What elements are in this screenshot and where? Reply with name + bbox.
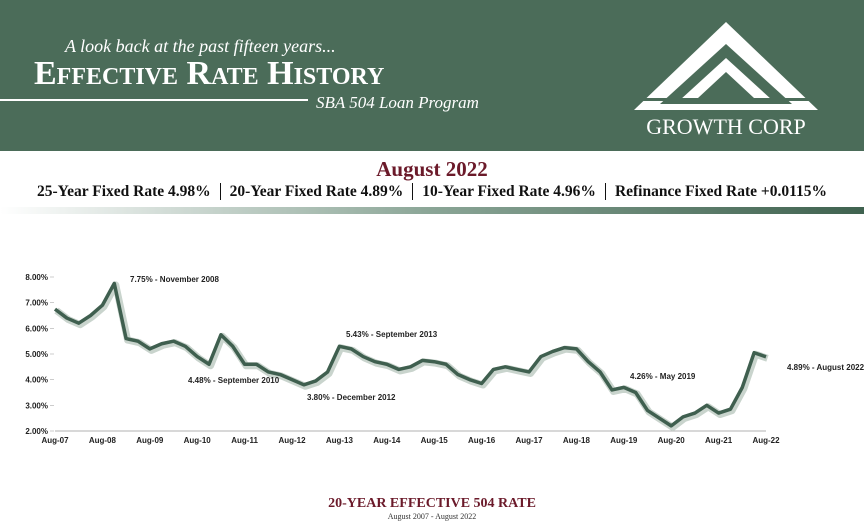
- rate: Refinance Fixed Rate +0.0115%: [604, 183, 836, 200]
- x-tick-label: Aug-13: [326, 436, 354, 445]
- y-tick-label: 5.00%: [25, 350, 48, 359]
- y-tick-label: 2.00%: [25, 427, 48, 436]
- y-tick-label: 8.00%: [25, 273, 48, 282]
- subtitle: SBA 504 Loan Program: [316, 93, 479, 112]
- x-tick-label: Aug-22: [752, 436, 780, 445]
- x-tick-label: Aug-10: [184, 436, 212, 445]
- date: August 2022: [376, 157, 487, 181]
- x-tick-label: Aug-21: [705, 436, 733, 445]
- chart-subtitle: August 2007 - August 2022: [388, 512, 476, 521]
- annotation: 4.26% - May 2019: [630, 372, 696, 381]
- divider: [0, 207, 864, 214]
- y-tick-label: 7.00%: [25, 299, 48, 308]
- x-tick-label: Aug-19: [610, 436, 638, 445]
- rates: 25-Year Fixed Rate 4.98% 20-Year Fixed Ra…: [0, 183, 864, 200]
- x-tick-label: Aug-14: [373, 436, 401, 445]
- annotation: 4.48% - September 2010: [188, 376, 280, 385]
- x-tick-label: Aug-16: [468, 436, 496, 445]
- y-tick-label: 3.00%: [25, 401, 48, 410]
- tagline: A look back at the past fifteen years...: [64, 36, 336, 56]
- line-shadow: [54, 281, 769, 431]
- rate: 25-Year Fixed Rate 4.98%: [37, 183, 211, 200]
- y-tick-label: 6.00%: [25, 324, 48, 333]
- rate-line: [53, 281, 767, 428]
- logo: [632, 22, 820, 110]
- annotation: 5.43% - September 2013: [346, 330, 438, 339]
- x-tick-label: Aug-08: [89, 436, 117, 445]
- x-tick-label: Aug-11: [231, 436, 258, 445]
- title: Effective Rate History: [34, 55, 384, 92]
- x-tick-label: Aug-17: [515, 436, 543, 445]
- annotation: 3.80% - December 2012: [307, 393, 396, 402]
- x-tick-label: Aug-07: [41, 436, 69, 445]
- annotation: 7.75% - November 2008: [130, 275, 219, 284]
- x-tick-label: Aug-18: [563, 436, 591, 445]
- annotation: 4.89% - August 2022: [787, 363, 864, 372]
- x-tick-label: Aug-12: [278, 436, 306, 445]
- x-tick-label: Aug-20: [658, 436, 686, 445]
- rate: 20-Year Fixed Rate 4.89%: [219, 183, 413, 200]
- rate: 10-Year Fixed Rate 4.96%: [412, 183, 605, 200]
- y-tick-label: 4.00%: [25, 376, 48, 385]
- chart-title: 20-YEAR EFFECTIVE 504 RATE: [328, 496, 536, 511]
- x-tick-label: Aug-15: [421, 436, 449, 445]
- brand: GROWTH CORP: [646, 114, 806, 139]
- x-tick-label: Aug-09: [136, 436, 164, 445]
